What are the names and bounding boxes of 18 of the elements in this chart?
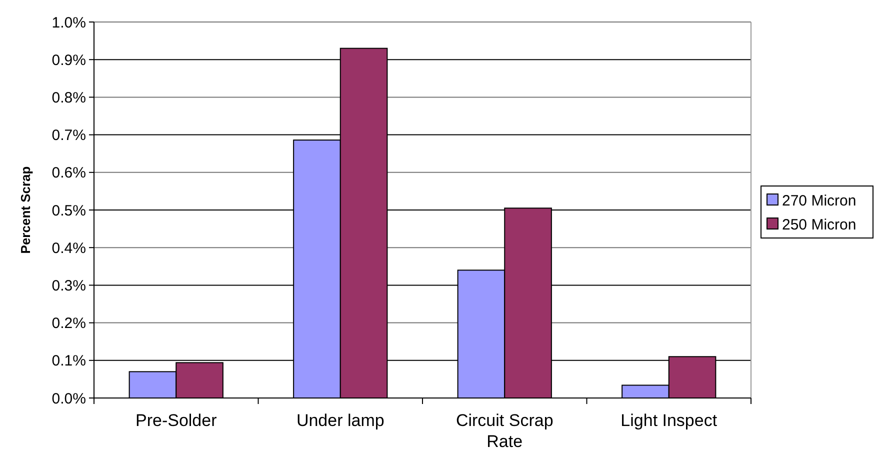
y-tick-label: 1.0% xyxy=(52,14,86,32)
y-axis-title: Percent Scrap xyxy=(18,166,33,254)
y-tick-label: 0.7% xyxy=(52,127,86,144)
x-tick-label: Light Inspect xyxy=(620,411,718,430)
y-tick-label: 0.2% xyxy=(52,315,86,332)
y-tick-label: 0.5% xyxy=(52,202,86,220)
y-tick-label: 0.6% xyxy=(52,164,86,182)
y-tick-label: 0.4% xyxy=(52,240,86,257)
x-tick-label: Circuit Scrap Rate xyxy=(456,411,554,451)
y-tick-label: 0.9% xyxy=(52,52,86,69)
x-tick-label: Pre-Solder xyxy=(135,411,218,430)
legend-label: 270 Micron xyxy=(782,192,856,210)
legend-label: 250 Micron xyxy=(782,216,856,234)
y-tick-label: 0.8% xyxy=(52,89,86,106)
y-tick-label: 0.1% xyxy=(52,352,86,370)
y-tick-label: 0.0% xyxy=(52,390,86,408)
x-tick-label: Under lamp xyxy=(296,411,384,430)
y-tick-label: 0.3% xyxy=(52,277,86,294)
